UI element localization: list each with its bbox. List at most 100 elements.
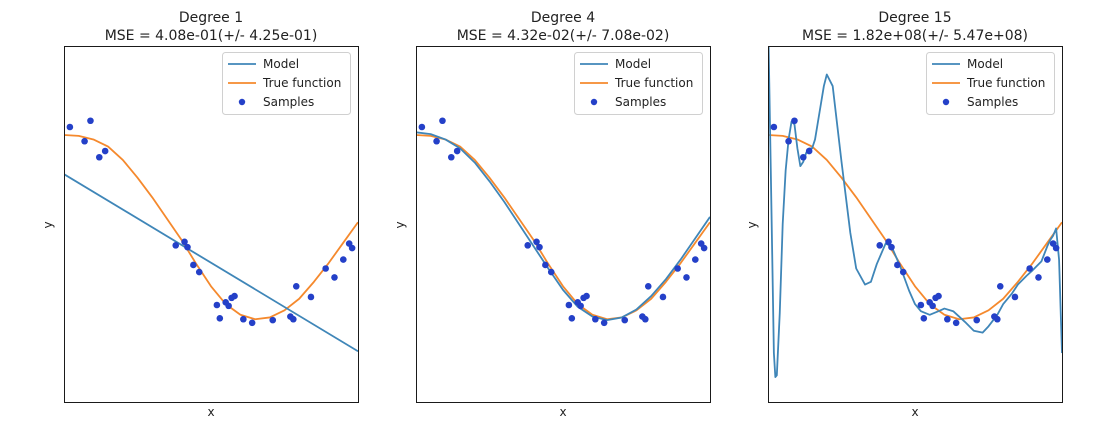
sample-point xyxy=(785,137,792,145)
sample-point xyxy=(172,242,180,249)
sample-point xyxy=(885,238,892,246)
sample-point xyxy=(692,256,699,263)
sample-point xyxy=(95,153,103,161)
panel-3-legend-samples-swatch xyxy=(942,98,950,106)
sample-point xyxy=(1026,265,1033,272)
sample-point xyxy=(439,117,446,125)
panel-3-xlabel: x xyxy=(911,405,918,419)
sample-point xyxy=(433,137,440,145)
sample-point xyxy=(683,274,690,281)
sample-point xyxy=(642,315,649,323)
sample-point xyxy=(1052,244,1060,252)
sample-point xyxy=(213,301,221,309)
panel-1-legend-samples-swatch xyxy=(238,98,246,106)
sample-point xyxy=(184,243,191,251)
panel-2-xlabel: x xyxy=(559,405,566,419)
sample-point xyxy=(1035,274,1042,281)
sample-point xyxy=(876,242,884,249)
panel-2-legend-box xyxy=(574,52,703,115)
sample-point xyxy=(888,243,895,251)
panel-2-ylabel: y xyxy=(393,221,407,228)
sample-point xyxy=(577,302,584,310)
panel-degree-15: Degree 15 MSE = 1.82e+08(+/- 5.47e+08) x… xyxy=(745,10,1063,419)
sample-point xyxy=(331,274,338,281)
sample-point xyxy=(952,319,960,327)
sample-point xyxy=(447,153,455,161)
panel-degree-4: Degree 4 MSE = 4.32e-02(+/- 7.08e-02) x … xyxy=(393,10,711,419)
panel-1-legend-true-function: True function xyxy=(262,76,341,90)
sample-point xyxy=(568,315,576,322)
panel-2-legend-samples-swatch xyxy=(590,98,598,106)
sample-point xyxy=(190,261,197,269)
panel-1-legend-model: Model xyxy=(263,57,299,71)
panel-2-model-line xyxy=(416,131,710,322)
panel-2-legend-model: Model xyxy=(615,57,651,71)
sample-point xyxy=(973,316,981,324)
panel-2-title: Degree 4 xyxy=(531,10,595,26)
sample-point xyxy=(1011,293,1019,301)
panel-2-legend: Model True function Samples xyxy=(574,52,703,115)
panel-3-legend-samples: Samples xyxy=(967,95,1018,109)
sample-point xyxy=(269,316,277,324)
sample-point xyxy=(547,268,555,276)
sample-point xyxy=(322,265,329,272)
sample-point xyxy=(700,244,708,252)
sample-point xyxy=(290,315,297,323)
panel-2-true-function-line xyxy=(416,134,710,321)
panel-1-legend-samples: Samples xyxy=(263,95,314,109)
sample-point xyxy=(935,292,942,300)
panel-3-legend: Model True function Samples xyxy=(926,52,1055,115)
panel-1-title: Degree 1 xyxy=(179,10,243,26)
sample-point xyxy=(348,244,356,252)
panel-1-xlabel: x xyxy=(207,405,214,419)
sample-point xyxy=(418,123,426,131)
panel-2-legend-samples: Samples xyxy=(615,95,666,109)
sample-point xyxy=(621,316,629,324)
sample-point xyxy=(240,315,247,323)
panel-1-plot-layer xyxy=(64,117,358,353)
sample-point xyxy=(799,153,807,161)
sample-point xyxy=(592,315,599,323)
sample-point xyxy=(917,301,925,309)
sample-point xyxy=(770,123,778,131)
sample-point xyxy=(195,268,203,276)
panel-3-legend-model: Model xyxy=(967,57,1003,71)
panel-3-ylabel: y xyxy=(745,221,759,228)
sample-point xyxy=(805,147,813,155)
sample-point xyxy=(1044,256,1051,263)
sample-point xyxy=(307,293,315,301)
sample-point xyxy=(659,293,667,301)
panel-2-subtitle: MSE = 4.32e-02(+/- 7.08e-02) xyxy=(457,28,670,44)
panel-3-title: Degree 15 xyxy=(878,10,951,26)
sample-point xyxy=(225,302,232,310)
panel-3-plot-layer xyxy=(768,46,1062,378)
sample-point xyxy=(453,147,461,155)
panel-1-frame xyxy=(64,46,359,403)
panel-degree-1: Degree 1 MSE = 4.08e-01(+/- 4.25e-01) x … xyxy=(41,10,359,419)
sample-point xyxy=(929,302,936,310)
sample-point xyxy=(944,315,951,323)
panel-2-plot-layer xyxy=(416,117,710,327)
panel-1-plot xyxy=(64,117,358,353)
sample-point xyxy=(340,256,347,263)
sample-point xyxy=(536,243,543,251)
panel-3-plot xyxy=(768,46,1062,378)
panel-1-true-function-line xyxy=(64,134,358,321)
sample-point xyxy=(87,117,94,125)
sample-point xyxy=(920,315,928,322)
sample-point xyxy=(994,315,1001,323)
panel-1-legend: Model True function Samples xyxy=(222,52,351,115)
sample-point xyxy=(533,238,540,246)
sample-point xyxy=(583,292,590,300)
sample-point xyxy=(791,117,798,125)
panel-2-frame xyxy=(416,46,711,403)
sample-point xyxy=(216,315,224,322)
sample-point xyxy=(996,283,1004,290)
sample-point xyxy=(644,283,652,290)
sample-point xyxy=(674,265,681,272)
sample-point xyxy=(248,319,256,327)
panel-1-ylabel: y xyxy=(41,221,55,228)
panel-3-frame xyxy=(768,46,1063,403)
sample-point xyxy=(81,137,88,145)
sample-point xyxy=(231,292,238,300)
